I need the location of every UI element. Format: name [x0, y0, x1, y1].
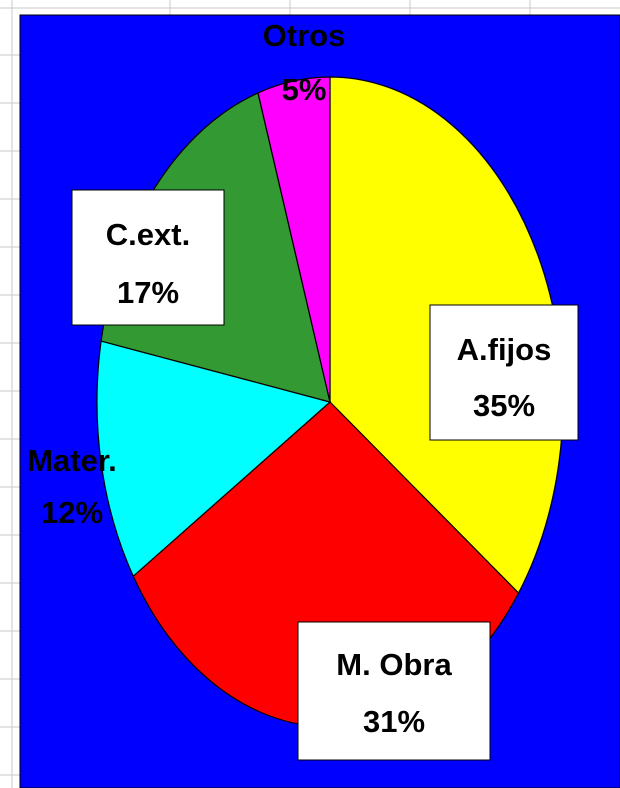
label-box: [71, 189, 225, 326]
label-value: 5%: [282, 72, 327, 107]
data-labels: A.fijos 35% M. Obra 31% Mater. 12% C.ext. 17% Ot…: [27, 18, 579, 761]
label-box: [429, 304, 579, 441]
pie-slice: [96, 340, 332, 578]
label-value: 17%: [117, 275, 179, 310]
label-name: Mater.: [27, 443, 117, 478]
pie-slice: [257, 76, 331, 403]
label-value: 31%: [363, 704, 425, 739]
label-name: C.ext.: [106, 217, 190, 252]
label-name: A.fijos: [457, 332, 552, 367]
label-name: Otros: [263, 18, 346, 53]
label-value: 35%: [473, 388, 535, 423]
label-name: M. Obra: [336, 647, 452, 682]
label-value: 12%: [41, 495, 103, 530]
label-box: [297, 621, 491, 761]
